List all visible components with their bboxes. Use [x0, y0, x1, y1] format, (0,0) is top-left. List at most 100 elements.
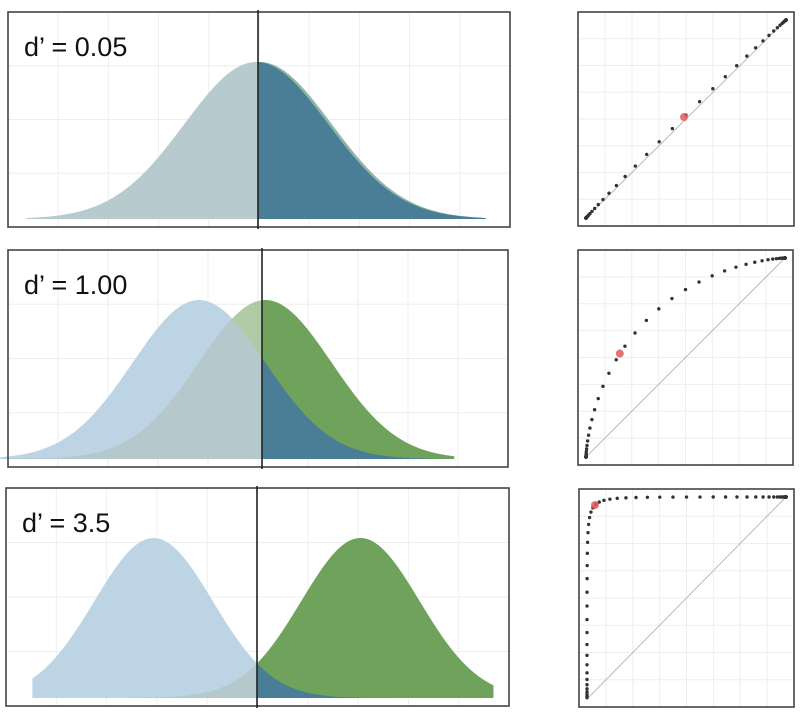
roc-curve-point: [744, 262, 748, 266]
roc-curve-point: [590, 209, 594, 214]
roc-curve-point: [586, 433, 591, 437]
roc-curve-point: [596, 396, 600, 401]
roc-curve-point: [711, 87, 715, 91]
roc-curve-point: [645, 152, 649, 157]
roc-curve-point: [597, 500, 601, 504]
roc-curve-point: [585, 653, 589, 658]
roc-curve-point: [585, 590, 589, 594]
roc-curve-point: [697, 99, 702, 104]
roc-curve-point: [698, 495, 702, 499]
roc-curve-point: [775, 25, 780, 30]
roc-curve-point: [761, 495, 765, 499]
roc-curve-point: [585, 663, 589, 667]
roc-panel-dprime-0-05: [577, 11, 795, 227]
roc-curve-point: [585, 677, 589, 682]
roc-curve-point: [614, 358, 618, 362]
roc-curve-point: [615, 496, 619, 501]
roc-panel-dprime-3-5: [578, 488, 795, 708]
roc-curve-point: [585, 439, 590, 443]
roc-curve-point: [657, 140, 661, 144]
roc-curve-point: [670, 296, 674, 301]
roc-curve-point: [585, 642, 589, 647]
false-alarm-area: [262, 357, 455, 459]
chance-line: [585, 257, 786, 458]
roc-curve-point: [585, 671, 589, 675]
roc-curve-point: [585, 443, 589, 448]
roc-curve-point: [784, 495, 788, 499]
roc-curve-point: [592, 206, 597, 211]
roc-curve-point: [767, 33, 771, 38]
roc-curve-point: [645, 495, 650, 499]
roc-curve-point: [585, 617, 589, 622]
roc-curve-point: [760, 259, 764, 263]
distribution-panel-dprime-0-05: d’ = 0.05: [7, 10, 511, 229]
roc-curve-point: [771, 257, 775, 261]
roc-curve-point: [601, 384, 605, 389]
roc-curve-point: [601, 197, 605, 202]
roc-curve-point: [754, 495, 758, 499]
distribution-panel-dprime-3-5: d’ = 3.5: [5, 486, 510, 708]
roc-curve-point: [584, 447, 589, 451]
panel-frame: [7, 249, 509, 468]
roc-curve-point: [624, 496, 628, 500]
roc-curve-point: [745, 54, 749, 58]
roc-curve-point: [584, 449, 589, 454]
overlap-area-right: [258, 62, 486, 219]
roc-curve-point: [614, 183, 619, 188]
roc-curve-point: [596, 202, 600, 207]
overlap-area-left: [26, 62, 258, 219]
operating-point: [680, 113, 688, 122]
roc-curve-point: [585, 551, 590, 556]
roc-curve-point: [586, 530, 590, 535]
roc-curve-point: [784, 18, 788, 22]
roc-curve-point: [607, 191, 611, 195]
roc-curve-point: [772, 495, 776, 499]
roc-curve-point: [607, 371, 611, 375]
roc-panel-dprime-1-00: [577, 249, 794, 466]
roc-curve-point: [670, 126, 675, 131]
roc-curve-point: [592, 408, 597, 412]
distribution-panel-dprime-1-00: d’ = 1.00: [0, 248, 509, 469]
operating-point: [590, 501, 599, 510]
roc-curve-point: [753, 46, 758, 50]
roc-curve-point: [585, 683, 589, 687]
roc-curve-point: [585, 563, 589, 568]
panel-frame: [577, 11, 795, 227]
roc-curve-point: [585, 576, 589, 581]
signal-distribution-area-right: [262, 300, 455, 459]
roc-curve-point: [633, 331, 637, 335]
panel-frame: [578, 488, 795, 708]
overlap-area-left: [32, 663, 258, 698]
roc-curve-point: [745, 495, 749, 499]
roc-curve-point: [683, 287, 688, 292]
overlap-area-left: [0, 318, 262, 459]
roc-curve-point: [772, 29, 776, 33]
roc-curve-point: [585, 690, 589, 694]
panel-frame: [577, 249, 794, 466]
roc-curve-point: [633, 164, 637, 168]
panel-frame: [7, 11, 511, 228]
roc-curve-point: [585, 630, 589, 635]
roc-curve-point: [774, 256, 779, 261]
roc-curve-point: [684, 495, 689, 499]
roc-curve-point: [722, 269, 727, 273]
roc-curve-point: [588, 211, 592, 216]
roc-curve-point: [735, 495, 739, 499]
roc-curve-point: [587, 515, 592, 520]
roc-curve-point: [697, 280, 701, 284]
roc-curve-point: [735, 64, 739, 68]
signal-distribution-area-right: [257, 538, 494, 698]
roc-curve-point: [590, 417, 594, 422]
roc-curve-point: [634, 495, 638, 500]
roc-curve-point: [657, 307, 661, 311]
roc-curve-point: [711, 495, 715, 499]
roc-curve-point: [723, 495, 728, 499]
roc-curve-point: [775, 495, 780, 499]
panel-label: d’ = 0.05: [24, 32, 127, 62]
roc-curve-point: [588, 426, 592, 430]
roc-curve-point: [608, 497, 612, 501]
roc-curve-point: [723, 74, 727, 79]
roc-curve-point: [734, 265, 738, 269]
roc-curve-point: [589, 510, 593, 514]
